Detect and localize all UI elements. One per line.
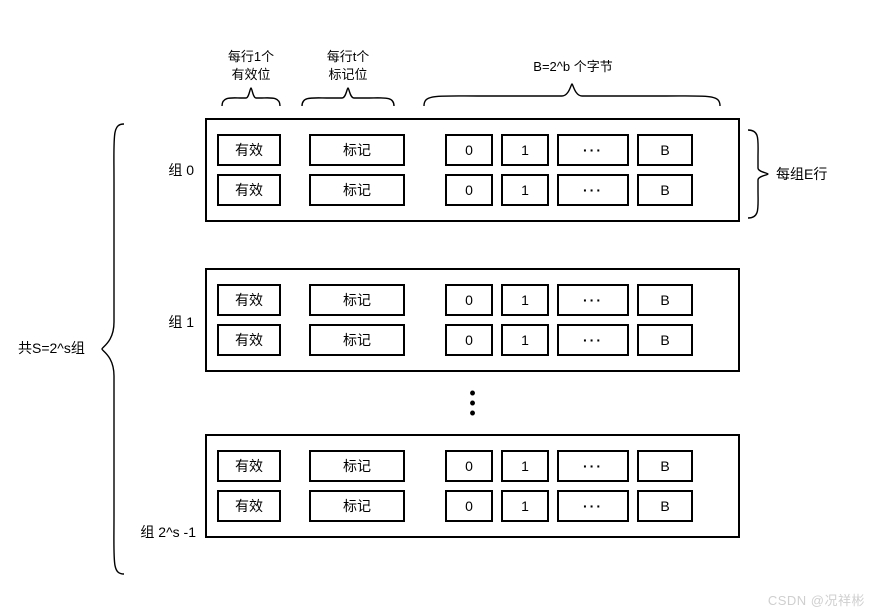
brace-top-tag — [300, 86, 396, 110]
brace-top-valid — [220, 86, 282, 110]
tag-cell: 标记 — [309, 134, 405, 166]
annot-tag-line1: 每行t个 — [327, 49, 370, 64]
cache-line: 有效 标记 0 1 ··· B — [217, 282, 728, 318]
annot-valid-line2: 有效位 — [216, 66, 286, 84]
byte-cell-B: B — [637, 134, 693, 166]
group-label-1: 组 1 — [150, 312, 194, 332]
brace-right-lines — [746, 128, 770, 220]
diagram-canvas: 每行1个 有效位 每行t个 标记位 B=2^b 个字节 共S=2^s组 每组E行… — [0, 0, 873, 615]
tag-cell: 标记 — [309, 450, 405, 482]
annot-tag-bits: 每行t个 标记位 — [300, 48, 396, 83]
group-box: 有效 标记 0 1 ··· B 有效 标记 0 1 ··· B — [205, 118, 740, 222]
cache-line: 有效 标记 0 1 ··· B — [217, 448, 728, 484]
vertical-ellipsis: ••• — [205, 390, 740, 416]
byte-cell-1: 1 — [501, 134, 549, 166]
group-box: 有效 标记 0 1 ··· B 有效 标记 0 1 ··· B — [205, 434, 740, 538]
byte-cell-0: 0 — [445, 324, 493, 356]
tag-cell: 标记 — [309, 284, 405, 316]
valid-cell: 有效 — [217, 174, 281, 206]
annot-lines-per-set: 每组E行 — [776, 164, 827, 184]
group-box: 有效 标记 0 1 ··· B 有效 标记 0 1 ··· B — [205, 268, 740, 372]
watermark: CSDN @况祥彬 — [768, 590, 865, 609]
byte-cell-0: 0 — [445, 490, 493, 522]
tag-cell: 标记 — [309, 490, 405, 522]
cache-line: 有效 标记 0 1 ··· B — [217, 132, 728, 168]
byte-cell-0: 0 — [445, 284, 493, 316]
groups-column: 有效 标记 0 1 ··· B 有效 标记 0 1 ··· B — [205, 118, 740, 556]
byte-cell-0: 0 — [445, 450, 493, 482]
annot-valid-line1: 每行1个 — [228, 49, 274, 64]
cache-line: 有效 标记 0 1 ··· B — [217, 322, 728, 358]
byte-cell-1: 1 — [501, 450, 549, 482]
group-label-last: 组 2^s -1 — [126, 522, 196, 542]
annot-bytes: B=2^b 个字节 — [438, 58, 708, 76]
cache-line: 有效 标记 0 1 ··· B — [217, 172, 728, 208]
valid-cell: 有效 — [217, 450, 281, 482]
annot-total-sets-text: 共S=2^s组 — [18, 340, 85, 356]
annot-tag-line2: 标记位 — [300, 66, 396, 84]
byte-cell-B: B — [637, 490, 693, 522]
annot-total-sets: 共S=2^s组 — [18, 338, 85, 358]
valid-cell: 有效 — [217, 134, 281, 166]
annot-valid-bit: 每行1个 有效位 — [216, 48, 286, 83]
byte-cell-B: B — [637, 284, 693, 316]
byte-cell-B: B — [637, 450, 693, 482]
valid-cell: 有效 — [217, 284, 281, 316]
byte-cell-0: 0 — [445, 174, 493, 206]
byte-cell-dots: ··· — [557, 134, 629, 166]
brace-left-groups — [100, 122, 128, 576]
byte-cell-dots: ··· — [557, 284, 629, 316]
byte-cell-B: B — [637, 174, 693, 206]
byte-cell-1: 1 — [501, 174, 549, 206]
byte-cell-1: 1 — [501, 490, 549, 522]
byte-cell-0: 0 — [445, 134, 493, 166]
brace-top-bytes — [422, 82, 722, 110]
byte-cell-dots: ··· — [557, 174, 629, 206]
byte-cell-dots: ··· — [557, 450, 629, 482]
watermark-text: CSDN @况祥彬 — [768, 593, 865, 608]
annot-lines-text: 每组E行 — [776, 166, 827, 182]
valid-cell: 有效 — [217, 490, 281, 522]
byte-cell-dots: ··· — [557, 324, 629, 356]
byte-cell-1: 1 — [501, 284, 549, 316]
valid-cell: 有效 — [217, 324, 281, 356]
byte-cell-B: B — [637, 324, 693, 356]
annot-bytes-line1: B=2^b 个字节 — [533, 59, 612, 74]
tag-cell: 标记 — [309, 324, 405, 356]
tag-cell: 标记 — [309, 174, 405, 206]
byte-cell-1: 1 — [501, 324, 549, 356]
cache-line: 有效 标记 0 1 ··· B — [217, 488, 728, 524]
group-label-0: 组 0 — [150, 160, 194, 180]
byte-cell-dots: ··· — [557, 490, 629, 522]
